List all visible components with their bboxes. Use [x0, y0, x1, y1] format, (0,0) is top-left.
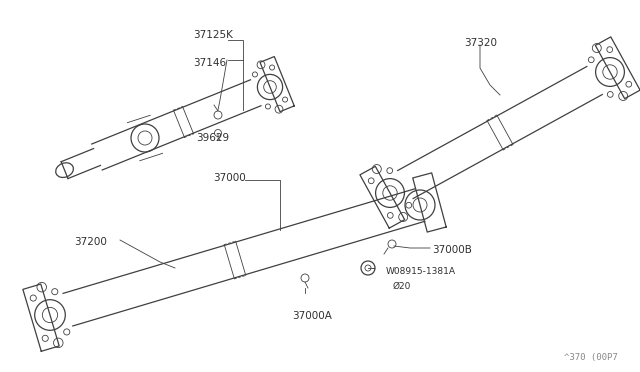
Text: ^370 (00P7: ^370 (00P7 [564, 353, 618, 362]
Text: 37000: 37000 [213, 173, 246, 183]
Text: 37146: 37146 [193, 58, 226, 68]
Text: 37000B: 37000B [432, 245, 472, 255]
Text: 37000A: 37000A [292, 311, 332, 321]
Text: W08915-1381A: W08915-1381A [386, 267, 456, 276]
Text: 39629: 39629 [196, 133, 229, 143]
Text: Ø20: Ø20 [393, 282, 412, 291]
Text: 37125K: 37125K [193, 30, 233, 40]
Text: 37200: 37200 [74, 237, 107, 247]
Text: 37320: 37320 [464, 38, 497, 48]
